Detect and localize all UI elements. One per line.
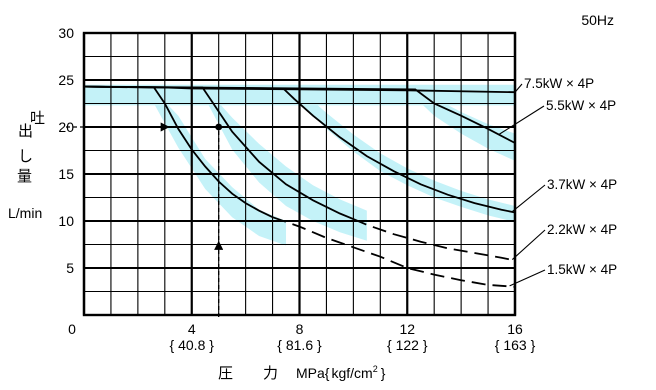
- operating-point-guides: [66, 122, 224, 317]
- series-label-5: 1.5kW × 4P: [547, 262, 617, 277]
- series-line-5: [83, 85, 273, 219]
- series-lines: [83, 85, 516, 288]
- y-tick-5: 5: [66, 260, 74, 276]
- series-leader-4: [511, 229, 546, 260]
- operating-point: [215, 123, 223, 131]
- x-tick-0: 0: [68, 321, 76, 337]
- flow-band-3: [205, 87, 367, 241]
- ylabel-unit: L/min: [8, 205, 42, 221]
- x-tick-4: 4: [188, 321, 196, 337]
- xlabel-unit: MPa{kgf/cm2}: [296, 364, 386, 381]
- tick-labels: 5 10 15 20 25 30 0 4{ 40.8 } 8{ 81.6 } 12{ 122 } 1…: [58, 25, 535, 353]
- series-label-3: 3.7kW × 4P: [547, 177, 617, 192]
- y-tick-20: 20: [58, 119, 74, 135]
- series-leader-5: [509, 269, 546, 287]
- series-leader-1: [514, 83, 523, 93]
- ylabel-char-4: 量: [17, 168, 32, 185]
- x-tick-8: 8: [296, 321, 304, 337]
- series-leader-3: [511, 184, 546, 213]
- y-tick-25: 25: [58, 72, 74, 88]
- grid-lines: [82, 31, 517, 317]
- x-tick-sub-12: { 122 }: [387, 337, 428, 353]
- flow-band-5: [415, 89, 515, 161]
- frequency-note: 50Hz: [581, 12, 614, 28]
- series-labels: 7.5kW × 4P 5.5kW × 4P 3.7kW × 4P 2.2kW × 4P…: [498, 76, 617, 287]
- x-tick-sub-8: { 81.6 }: [277, 337, 322, 353]
- series-label-1: 7.5kW × 4P: [524, 76, 594, 91]
- x-tick-16: 16: [507, 321, 523, 337]
- y-tick-15: 15: [58, 166, 74, 182]
- ylabel-char-3: し: [18, 148, 33, 165]
- series-line-4: [83, 85, 354, 220]
- x-tick-sub-16: { 163 }: [495, 337, 536, 353]
- plot-frame: [82, 31, 517, 317]
- series-line-4-dashed: [353, 218, 516, 262]
- series-line-5-dashed: [272, 216, 516, 288]
- series-line-2: [83, 85, 516, 144]
- ylabel-char-1: 吐: [30, 110, 45, 127]
- series-line-3: [83, 85, 516, 214]
- series-leader-2: [498, 105, 545, 135]
- xlabel-kanji-1: 圧: [218, 365, 233, 382]
- y-tick-10: 10: [58, 213, 74, 229]
- series-label-4: 2.2kW × 4P: [547, 222, 617, 237]
- flow-band-4: [299, 89, 515, 222]
- x-tick-12: 12: [399, 321, 415, 337]
- axis-labels: 50Hz 吐 出 し 量 L/min 圧 力 MPa{kgf/cm2}: [8, 12, 614, 382]
- x-tick-sub-4: { 40.8 }: [170, 337, 215, 353]
- xlabel-kanji-2: 力: [263, 365, 278, 382]
- y-tick-30: 30: [58, 25, 74, 41]
- series-label-2: 5.5kW × 4P: [546, 98, 616, 113]
- ylabel-char-2: 出: [18, 123, 33, 140]
